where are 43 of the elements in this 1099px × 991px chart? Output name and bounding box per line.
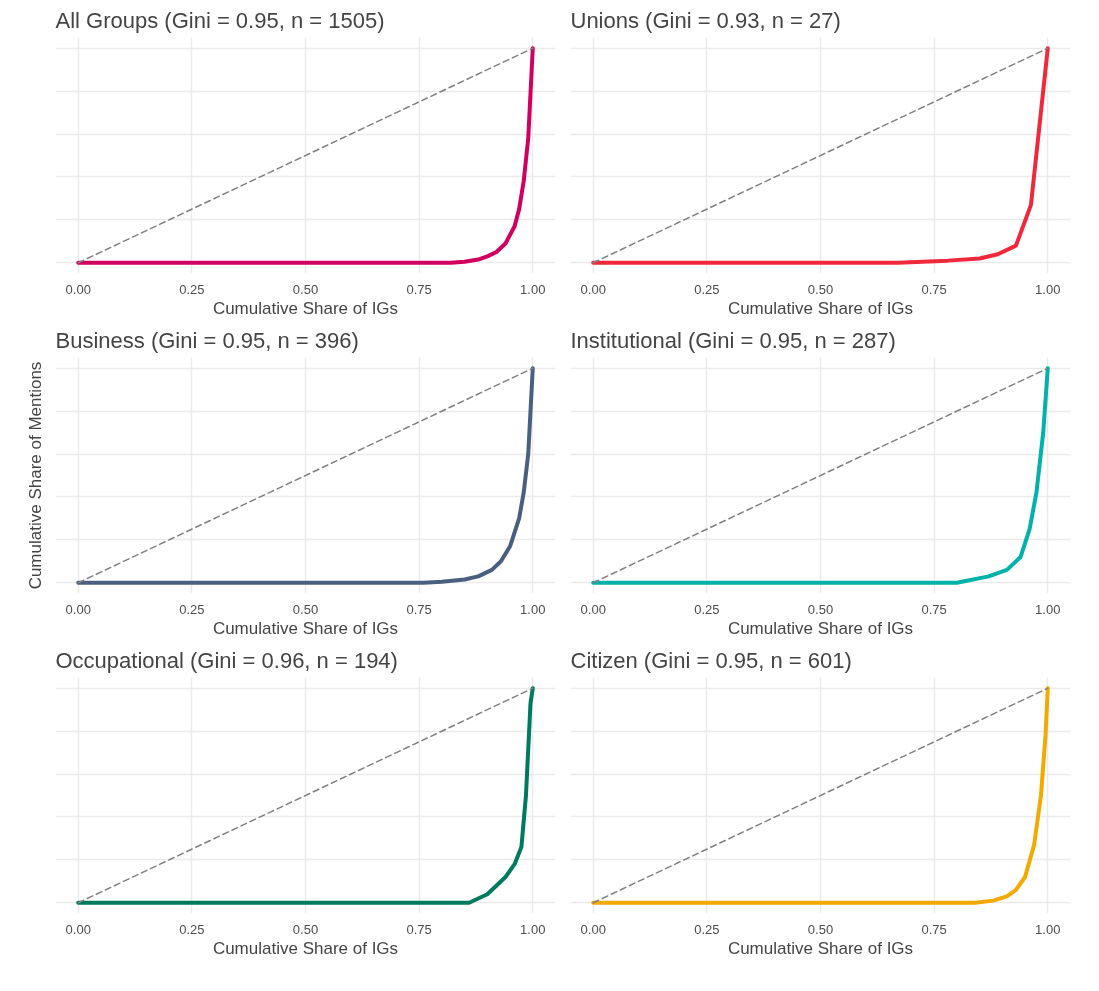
x-tick-label: 0.75 [406, 921, 432, 937]
x-tick-label: 0.25 [179, 921, 205, 937]
x-tick-label: 1.00 [1035, 921, 1061, 937]
x-axis-title: Cumulative Share of IGs [727, 938, 914, 958]
x-axis-title: Cumulative Share of IGs [212, 298, 399, 318]
chart-title: Business (Gini = 0.95, n = 396) [55, 327, 359, 353]
x-axis-title: Cumulative Share of IGs [212, 618, 399, 638]
x-tick-label: 0.50 [807, 601, 834, 617]
chart-title: Occupational (Gini = 0.96, n = 194) [55, 647, 398, 673]
x-tick-label: 0.00 [580, 281, 606, 297]
x-axis-title: Cumulative Share of IGs [727, 298, 914, 318]
x-tick-label: 1.00 [520, 921, 546, 937]
x-tick-label: 0.75 [921, 601, 947, 617]
x-axis-title: Cumulative Share of IGs [727, 618, 914, 638]
x-tick-label: 0.00 [65, 601, 91, 617]
chart-title: Unions (Gini = 0.93, n = 27) [570, 7, 841, 33]
x-tick-label: 1.00 [1035, 601, 1061, 617]
x-tick-label: 0.50 [292, 921, 319, 937]
x-tick-label: 0.25 [694, 281, 720, 297]
x-tick-label: 0.50 [807, 281, 834, 297]
x-tick-label: 0.25 [694, 601, 720, 617]
x-tick-label: 0.25 [694, 921, 720, 937]
x-tick-label: 0.50 [292, 281, 319, 297]
x-tick-label: 0.00 [580, 921, 606, 937]
x-tick-label: 0.75 [406, 281, 432, 297]
x-tick-label: 1.00 [520, 281, 546, 297]
chart-title: Citizen (Gini = 0.95, n = 601) [570, 647, 852, 673]
x-tick-label: 0.25 [179, 281, 205, 297]
x-tick-label: 0.00 [580, 601, 606, 617]
chart-title: Institutional (Gini = 0.95, n = 287) [570, 327, 896, 353]
x-tick-label: 1.00 [520, 601, 546, 617]
x-tick-label: 0.00 [65, 281, 91, 297]
x-tick-label: 0.75 [921, 281, 947, 297]
x-tick-label: 0.00 [65, 921, 91, 937]
chart-title: All Groups (Gini = 0.95, n = 1505) [55, 7, 385, 33]
x-tick-label: 1.00 [1035, 281, 1061, 297]
x-tick-label: 0.75 [406, 601, 432, 617]
y-axis-title: Cumulative Share of Mentions [25, 361, 45, 590]
x-axis-title: Cumulative Share of IGs [212, 938, 399, 958]
x-tick-label: 0.50 [807, 921, 834, 937]
x-tick-label: 0.75 [921, 921, 947, 937]
x-tick-label: 0.25 [179, 601, 205, 617]
x-tick-label: 0.50 [292, 601, 319, 617]
